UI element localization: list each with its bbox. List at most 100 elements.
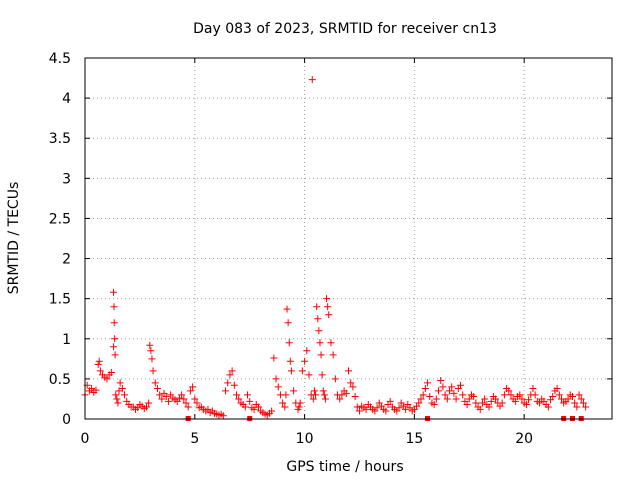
data-point bbox=[272, 375, 280, 383]
data-point bbox=[95, 357, 103, 365]
x-tick-label: 15 bbox=[405, 431, 423, 447]
data-point bbox=[331, 375, 339, 383]
data-point bbox=[553, 385, 561, 393]
data-point bbox=[355, 407, 363, 415]
data-point bbox=[226, 371, 234, 379]
data-point bbox=[107, 368, 115, 376]
data-point bbox=[507, 391, 515, 399]
data-point bbox=[430, 401, 438, 409]
data-point bbox=[281, 403, 289, 411]
chart-title: Day 083 of 2023, SRMTID for receiver cn1… bbox=[193, 21, 497, 37]
data-point bbox=[476, 405, 484, 413]
data-point bbox=[424, 379, 432, 387]
data-point bbox=[498, 399, 506, 407]
data-point bbox=[485, 403, 493, 411]
data-point bbox=[321, 395, 329, 403]
data-point bbox=[456, 381, 464, 389]
data-point bbox=[270, 354, 278, 362]
y-tick-label: 1 bbox=[62, 332, 71, 348]
data-point bbox=[336, 395, 344, 403]
data-point bbox=[287, 367, 295, 375]
data-point bbox=[301, 357, 309, 365]
data-point bbox=[568, 393, 576, 401]
data-point bbox=[439, 383, 447, 391]
y-tick-label: 4 bbox=[62, 91, 71, 107]
data-point bbox=[441, 391, 449, 399]
data-point bbox=[182, 399, 190, 407]
data-point bbox=[224, 379, 232, 387]
data-point bbox=[351, 393, 359, 401]
data-point bbox=[320, 391, 328, 399]
data-point bbox=[184, 403, 192, 411]
x-tick-label: 0 bbox=[81, 431, 90, 447]
data-point bbox=[88, 385, 96, 393]
data-point bbox=[305, 371, 313, 379]
data-point bbox=[268, 407, 276, 415]
data-point bbox=[318, 371, 326, 379]
data-point bbox=[284, 319, 292, 327]
data-point bbox=[145, 399, 153, 407]
data-point bbox=[298, 367, 306, 375]
data-point bbox=[549, 393, 557, 401]
y-tick-label: 3.5 bbox=[49, 131, 71, 147]
data-point bbox=[564, 395, 572, 403]
data-point bbox=[577, 395, 585, 403]
data-point bbox=[110, 319, 118, 327]
data-point bbox=[463, 401, 471, 409]
data-point bbox=[472, 399, 480, 407]
data-point bbox=[274, 383, 282, 391]
data-point bbox=[415, 399, 423, 407]
data-point bbox=[254, 403, 262, 411]
data-point bbox=[402, 405, 410, 413]
data-point bbox=[180, 395, 188, 403]
data-point bbox=[582, 403, 590, 411]
data-point bbox=[149, 367, 157, 375]
data-point bbox=[241, 403, 249, 411]
data-points bbox=[81, 76, 590, 421]
data-point bbox=[116, 379, 124, 387]
data-point bbox=[525, 396, 533, 404]
data-point bbox=[191, 395, 199, 403]
data-point bbox=[290, 387, 298, 395]
data-point bbox=[452, 395, 460, 403]
data-point bbox=[323, 295, 331, 303]
data-point bbox=[511, 397, 519, 405]
data-point bbox=[522, 401, 530, 409]
data-point bbox=[516, 391, 524, 399]
data-point bbox=[459, 391, 467, 399]
data-point bbox=[317, 351, 325, 359]
data-point bbox=[338, 391, 346, 399]
data-point bbox=[279, 399, 287, 407]
y-tick-label: 3 bbox=[62, 171, 71, 187]
plot-area-frame bbox=[84, 57, 613, 420]
data-point bbox=[505, 387, 513, 395]
data-point bbox=[193, 399, 201, 407]
x-tick-label: 10 bbox=[296, 431, 314, 447]
data-point bbox=[142, 403, 150, 411]
data-point bbox=[158, 395, 166, 403]
data-point bbox=[121, 391, 129, 399]
data-point bbox=[432, 395, 440, 403]
data-point bbox=[282, 391, 290, 399]
data-point bbox=[243, 391, 251, 399]
data-point bbox=[575, 391, 583, 399]
data-point bbox=[555, 391, 563, 399]
data-point bbox=[156, 391, 164, 399]
data-point bbox=[94, 360, 102, 368]
y-tick-label: 0 bbox=[62, 412, 71, 428]
data-point bbox=[96, 367, 104, 375]
y-axis-label: SRMTID / TECUs bbox=[6, 182, 22, 295]
data-point bbox=[114, 399, 122, 407]
data-point bbox=[285, 339, 293, 347]
grid-lines bbox=[85, 58, 612, 419]
data-point bbox=[347, 379, 355, 387]
data-point bbox=[386, 397, 394, 405]
data-point bbox=[319, 387, 327, 395]
data-point bbox=[345, 367, 352, 375]
data-point bbox=[246, 397, 254, 405]
data-point bbox=[118, 385, 126, 393]
y-tick-label: 2.5 bbox=[49, 211, 71, 227]
data-point bbox=[470, 393, 478, 401]
